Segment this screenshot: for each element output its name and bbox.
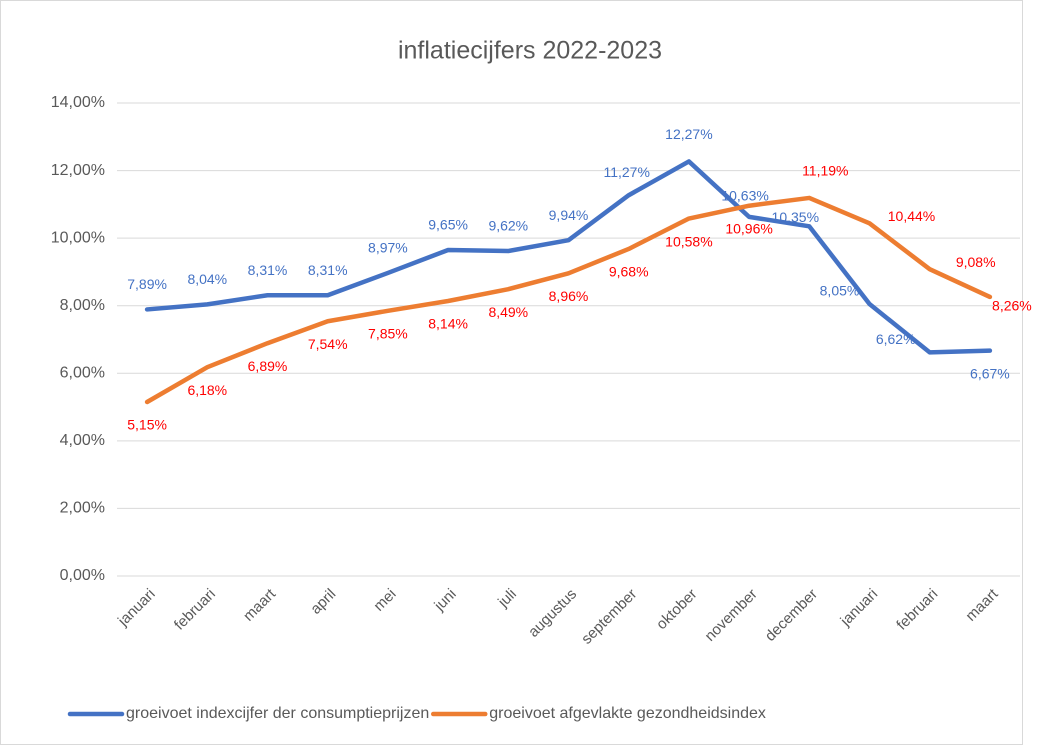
data-label: 8,96% [549,288,589,304]
data-label: 9,94% [549,207,589,223]
data-label: 9,08% [956,254,996,270]
data-label: 11,27% [603,164,649,180]
data-label: 8,97% [368,240,408,256]
data-label: 7,85% [368,325,408,341]
data-label: 6,62% [876,331,916,347]
data-label: 8,04% [187,271,227,287]
data-label: 10,96% [725,220,772,236]
data-label: 9,65% [428,217,468,233]
data-label: 7,89% [127,276,167,292]
data-label: 9,62% [488,218,528,234]
y-tick-label: 12,00% [51,162,105,179]
y-tick-label: 6,00% [60,365,105,382]
y-tick-label: 4,00% [60,432,105,449]
line-series [144,195,993,405]
y-tick-label: 2,00% [60,500,105,517]
data-label: 12,27% [665,126,712,142]
legend-label: groeivoet indexcijfer der consumptieprij… [126,705,429,722]
data-label: 6,18% [187,382,227,398]
y-tick-label: 8,00% [60,297,105,314]
data-label: 10,35% [772,209,819,225]
line-series [144,159,993,355]
data-label: 11,19% [802,163,848,179]
data-label: 9,68% [609,264,649,280]
data-label: 8,14% [428,316,468,332]
legend-label: groeivoet afgevlakte gezondheidsindex [489,705,766,722]
data-label: 8,26% [992,298,1032,314]
data-label: 6,67% [970,365,1010,381]
data-label: 8,31% [308,262,348,278]
y-tick-label: 14,00% [51,94,105,111]
data-label: 8,31% [248,262,288,278]
y-tick-label: 0,00% [60,567,105,584]
data-label: 5,15% [127,417,167,433]
data-label: 7,54% [308,336,348,352]
data-label: 10,44% [888,208,935,224]
data-label: 10,58% [665,233,712,249]
y-tick-label: 10,00% [51,229,105,246]
data-label: 8,05% [820,283,860,299]
data-label: 8,49% [488,304,528,320]
data-label: 10,63% [721,188,768,204]
chart-title: inflatiecijfers 2022-2023 [398,37,662,65]
data-label: 6,89% [248,358,288,374]
